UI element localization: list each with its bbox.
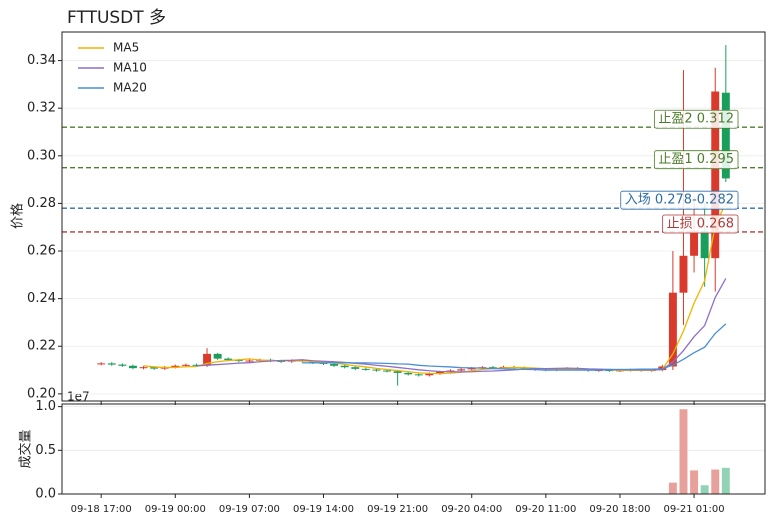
y-tick-label: 0.30	[27, 148, 56, 163]
candle-body	[171, 365, 180, 368]
level-label-box	[662, 214, 739, 234]
x-tick-label: 09-20 18:00	[589, 504, 650, 515]
candle-body	[414, 374, 423, 376]
candle-body	[351, 367, 360, 369]
x-tick-label: 09-19 00:00	[145, 504, 206, 515]
candle-body	[107, 363, 116, 365]
candle-body	[118, 364, 127, 366]
volume-frame	[61, 403, 766, 495]
volume-bar	[668, 482, 677, 494]
level-label-box	[653, 109, 739, 129]
volume-bar	[690, 470, 699, 494]
candle-body	[97, 363, 106, 365]
candle-body	[711, 91, 720, 259]
candle-body	[192, 364, 201, 366]
candle-body	[372, 369, 381, 371]
volume-axis-label: 成交量	[18, 429, 34, 468]
candle-body	[277, 361, 286, 363]
level-label: 止盈2 0.312	[658, 112, 734, 127]
candle-body	[139, 367, 148, 369]
candle-body	[404, 372, 413, 375]
x-tick-label: 09-20 11:00	[515, 504, 576, 515]
y-tick-label: 0.26	[27, 244, 56, 259]
candle-body	[245, 360, 254, 362]
x-tick-label: 09-19 21:00	[367, 504, 428, 515]
candle-body	[203, 353, 212, 366]
candle-body	[467, 368, 476, 370]
x-tick-label: 09-19 14:00	[293, 504, 354, 515]
ma-line	[302, 323, 727, 371]
y-tick-label: 0.24	[27, 291, 56, 306]
candle-body	[361, 368, 370, 370]
candle-body	[330, 363, 339, 366]
candle-body	[435, 371, 444, 374]
y-tick-label: 0.5	[35, 443, 56, 458]
y-tick-label: 0.32	[27, 101, 56, 116]
y-tick-label: 0.34	[27, 53, 56, 68]
candle-body	[234, 360, 243, 362]
candle-body	[457, 369, 466, 371]
volume-bar	[700, 485, 709, 494]
level-label: 止盈1 0.295	[658, 152, 734, 167]
volume-bar	[679, 409, 688, 494]
candle-body	[308, 361, 317, 363]
y-tick-label: 1.0	[35, 399, 56, 414]
volume-bar	[721, 467, 730, 494]
candle-body	[700, 230, 709, 259]
legend-label: MA5	[113, 41, 139, 55]
candle-body	[213, 353, 222, 359]
candle-body	[668, 292, 677, 367]
y-axis-label: 价格	[10, 203, 26, 229]
level-label-box	[653, 150, 739, 170]
candle-body	[224, 358, 233, 361]
level-label-box	[620, 190, 739, 210]
y-tick-label: 0.0	[35, 487, 56, 502]
candle-body	[690, 230, 699, 256]
x-tick-label: 09-19 07:00	[219, 504, 280, 515]
candle-body	[383, 370, 392, 372]
level-label: 止损 0.268	[667, 216, 734, 231]
y-tick-label: 0.20	[27, 386, 56, 401]
x-tick-label: 09-21 01:00	[664, 504, 725, 515]
volume-bar	[711, 469, 720, 494]
candle-body	[605, 370, 614, 372]
legend-label: MA20	[113, 81, 147, 95]
candle-body	[150, 367, 159, 369]
candle-body	[393, 371, 402, 373]
x-tick-label: 09-18 17:00	[71, 504, 132, 515]
plot-frame	[61, 31, 766, 402]
candle-body	[340, 365, 349, 368]
candle-body	[181, 364, 190, 366]
candle-body	[425, 373, 434, 376]
x-tick-label: 09-20 04:00	[441, 504, 502, 515]
y-tick-label: 0.22	[27, 339, 56, 354]
candle-body	[128, 365, 137, 369]
level-label: 入场 0.278-0.282	[625, 193, 734, 208]
legend-label: MA10	[113, 61, 147, 75]
y-tick-label: 0.28	[27, 196, 56, 211]
candle-body	[721, 92, 730, 179]
chart-title: FTTUSDT 多	[67, 8, 166, 28]
candle-body	[488, 367, 497, 369]
candle-body	[679, 255, 688, 293]
volume-offset-label: 1e7	[67, 390, 90, 404]
